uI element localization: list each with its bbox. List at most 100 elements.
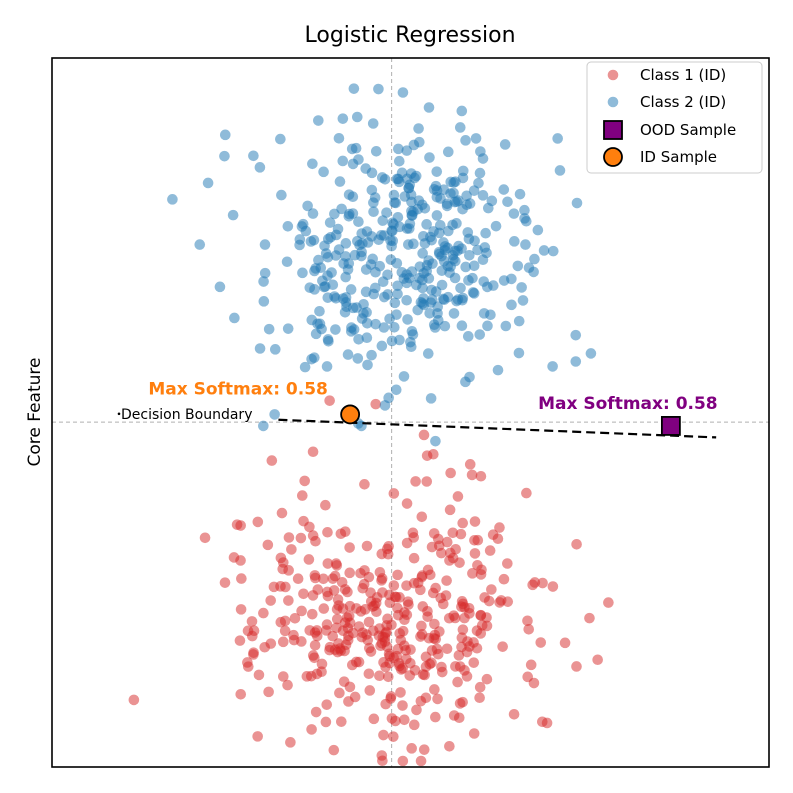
class2-point	[406, 325, 418, 337]
class2-point	[570, 329, 582, 341]
class2-point	[314, 305, 325, 317]
class1-point	[494, 522, 505, 533]
class1-point	[400, 645, 411, 656]
class1-point	[316, 658, 328, 670]
class2-point	[585, 348, 597, 359]
class1-point	[452, 491, 464, 502]
class1-point	[358, 578, 370, 590]
class2-point	[263, 323, 275, 335]
class2-point	[337, 113, 349, 124]
class1-point	[415, 584, 426, 596]
class1-point	[428, 528, 440, 539]
class2-point	[457, 165, 469, 177]
class1-point	[522, 671, 534, 683]
class1-point	[498, 573, 510, 585]
class2-point	[482, 320, 493, 332]
class1-point	[428, 448, 439, 460]
class2-point	[368, 206, 379, 218]
class1-point	[416, 571, 428, 583]
class1-point	[344, 542, 355, 553]
class1-point	[252, 731, 263, 742]
class1-point	[487, 529, 499, 541]
class1-point	[336, 716, 347, 727]
class2-point	[259, 239, 271, 250]
class1-point	[363, 668, 375, 680]
class2-point	[383, 392, 394, 404]
class2-point	[219, 129, 231, 141]
class2-point	[350, 142, 362, 154]
class1-point	[236, 573, 247, 584]
class1-point	[374, 566, 386, 578]
class1-point	[441, 575, 452, 586]
class2-point	[401, 145, 413, 156]
class1-point	[495, 595, 507, 606]
class2-point	[343, 258, 355, 269]
class1-point	[268, 581, 280, 593]
class1-point	[297, 490, 308, 501]
class1-point	[242, 657, 253, 668]
class1-point	[521, 487, 532, 499]
class2-point	[340, 292, 352, 303]
class2-point	[353, 216, 364, 228]
class1-point	[288, 629, 299, 641]
class1-point	[395, 687, 406, 698]
class2-point	[347, 191, 359, 203]
class2-point	[444, 267, 455, 278]
class2-point	[432, 301, 444, 313]
class2-point	[468, 260, 480, 272]
class1-point	[334, 687, 345, 699]
class1-point	[468, 657, 480, 668]
class2-point	[457, 203, 468, 215]
class1-point	[421, 476, 433, 487]
class2-point	[512, 260, 524, 272]
class1-point	[457, 624, 469, 635]
class2-point	[324, 217, 336, 228]
ood-sample-marker	[660, 416, 681, 436]
class1-point	[395, 634, 407, 646]
class1-point	[307, 650, 319, 661]
class1-point	[296, 605, 307, 617]
boundary-label-pointer	[117, 412, 121, 416]
legend-label-class1: Class 1 (ID)	[640, 66, 726, 84]
class2-point	[229, 312, 240, 324]
class1-point	[331, 603, 343, 615]
class1-point	[426, 645, 438, 656]
class2-point	[322, 233, 334, 245]
class1-point	[444, 555, 455, 566]
class2-point	[370, 145, 382, 157]
class1-point	[408, 552, 420, 564]
class1-point	[276, 507, 288, 519]
class2-point	[322, 251, 334, 263]
class2-point	[403, 239, 414, 250]
class1-point	[537, 577, 548, 589]
class2-point	[528, 266, 539, 278]
class2-point	[390, 384, 402, 396]
class2-point	[477, 190, 489, 201]
class1-point	[310, 706, 322, 718]
class2-point	[398, 371, 410, 382]
class2-point	[254, 343, 266, 354]
plot-area: Max Softmax: 0.58 Max Softmax: 0.58 Deci…	[51, 57, 770, 768]
class2-point	[294, 234, 306, 245]
class2-point	[343, 210, 355, 222]
class1-point	[371, 592, 383, 603]
class2-point	[347, 302, 359, 314]
class2-point	[281, 256, 293, 268]
class2-point	[401, 294, 412, 306]
y-axis-label: Core Feature	[25, 358, 45, 467]
class2-point	[570, 356, 582, 367]
class1-point	[497, 641, 508, 652]
class1-point	[529, 577, 541, 588]
class1-point	[466, 469, 478, 481]
class2-point	[330, 250, 342, 261]
class1-point	[311, 625, 323, 636]
class2-point	[445, 176, 457, 188]
annotation-ood-max-softmax: Max Softmax: 0.58	[538, 394, 718, 414]
class2-point	[322, 292, 334, 303]
class1-point	[468, 728, 480, 739]
class2-point	[421, 265, 432, 277]
class2-point	[477, 254, 489, 266]
class2-point	[365, 259, 377, 270]
class2-point	[552, 133, 563, 144]
